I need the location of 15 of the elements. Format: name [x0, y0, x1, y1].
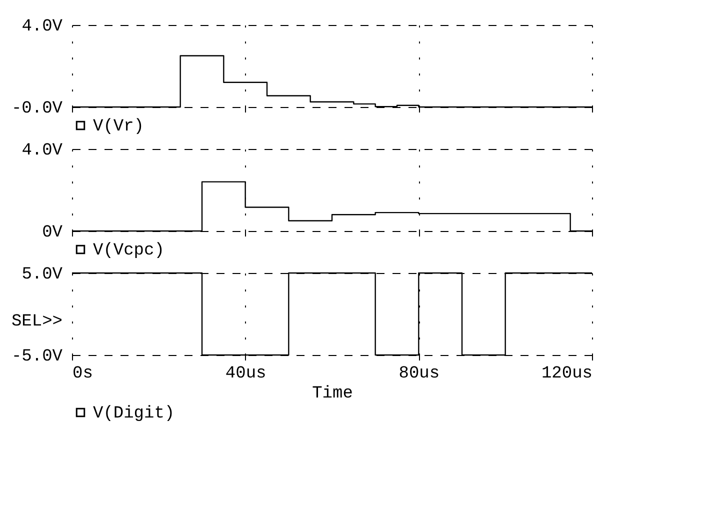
x-tick-label: 0s [72, 364, 93, 384]
legend-label: V(Vcpc) [93, 242, 164, 260]
y-tick-label: 4.0V [22, 18, 64, 36]
x-tick-label: 40us [225, 364, 266, 384]
y-tick-label: 5.0V [22, 266, 64, 284]
x-tick-label: 80us [398, 364, 440, 384]
y-tick-label: 4.0V [22, 142, 64, 160]
y-tick-label: -0.0V [11, 100, 64, 118]
y-tick-label: -5.0V [11, 348, 64, 366]
legend-label: V(Vr) [93, 118, 144, 136]
y-axis-title: SEL>> [11, 312, 62, 332]
legend-label: V(Digit) [93, 404, 175, 424]
y-tick-label: 0V [42, 224, 64, 242]
x-tick-label: 120us [541, 364, 592, 384]
x-axis-title: Time [312, 384, 353, 404]
